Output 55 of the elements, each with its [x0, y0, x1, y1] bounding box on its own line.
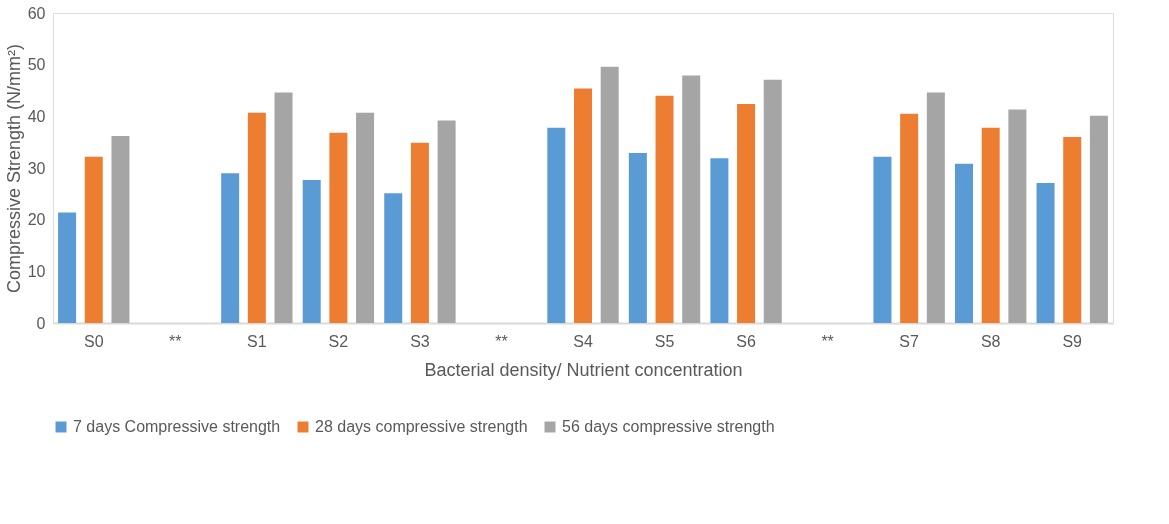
x-tick-label: **: [821, 332, 834, 350]
bar: [1036, 182, 1055, 323]
bar: [955, 163, 974, 323]
bar: [547, 127, 566, 323]
bar: [302, 179, 321, 323]
bar: [655, 95, 674, 323]
bar: [682, 75, 701, 323]
bar: [710, 158, 729, 323]
bar: [111, 135, 130, 323]
bar: [574, 88, 592, 323]
y-tick-label: 10: [27, 262, 46, 280]
x-axis-title: Bacterial density/ Nutrient concentration: [424, 359, 743, 380]
bar: [600, 66, 619, 323]
x-tick-label: S9: [1062, 332, 1083, 350]
x-tick-label: S6: [736, 332, 756, 350]
bar: [58, 212, 77, 323]
x-tick-label: S1: [247, 332, 267, 350]
bar: [981, 127, 1000, 323]
y-tick-label: 20: [27, 211, 46, 229]
x-tick-label: S5: [654, 332, 675, 350]
x-tick-label: **: [169, 332, 182, 350]
bar: [1089, 115, 1108, 323]
x-tick-label: S8: [980, 332, 1001, 350]
bar: [247, 112, 266, 323]
y-axis-title: Compressive Strength (N/mm²): [3, 43, 24, 294]
y-tick-label: 0: [36, 314, 46, 332]
y-tick-label: 30: [27, 159, 46, 177]
bar: [221, 173, 240, 323]
x-tick-label: S0: [83, 332, 104, 350]
y-tick-label: 40: [27, 107, 46, 125]
x-tick-label: S7: [899, 332, 920, 350]
bar: [84, 156, 103, 323]
bar: [737, 103, 756, 323]
x-tick-label: S3: [410, 332, 430, 350]
x-tick-label: **: [495, 332, 508, 350]
legend-label: 7 days Compressive strength: [73, 418, 281, 435]
legend-label: 56 days compressive strength: [562, 418, 775, 435]
bar: [873, 156, 892, 323]
y-tick-label: 60: [27, 4, 46, 22]
bar: [437, 120, 456, 323]
bar: [384, 193, 403, 323]
bar: [410, 142, 429, 323]
bar: [1063, 137, 1082, 323]
bar: [356, 112, 375, 323]
y-tick-label: 50: [27, 56, 46, 74]
x-tick-label: S4: [573, 332, 593, 350]
bar: [628, 153, 647, 323]
bar: [1008, 109, 1027, 323]
bar: [329, 132, 348, 323]
bar: [900, 113, 919, 323]
bar: [926, 92, 945, 323]
x-tick-label: S2: [328, 332, 349, 350]
bar: [763, 79, 782, 323]
bar: [274, 92, 293, 323]
legend-label: 28 days compressive strength: [315, 418, 528, 435]
